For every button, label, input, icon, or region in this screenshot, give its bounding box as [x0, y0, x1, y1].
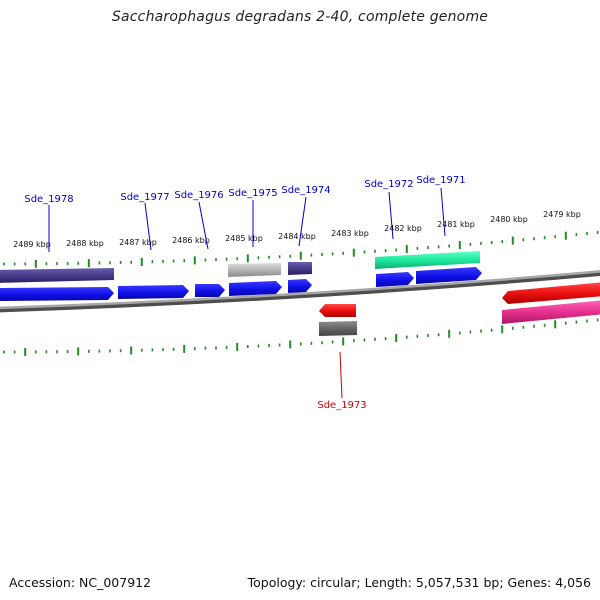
- gene-sde-1974-bar[interactable]: [288, 262, 312, 275]
- leader-sde-1972: [388, 191, 394, 240]
- cds-sde-1975-arrow[interactable]: [229, 281, 282, 296]
- gene-sde-1972-bar[interactable]: [375, 251, 480, 269]
- gene-label-sde-1978[interactable]: Sde_1978: [24, 194, 73, 205]
- cds-sde-1974-arrow[interactable]: [288, 279, 312, 293]
- ruler-label: 2488 kbp: [66, 239, 104, 248]
- gene-sde-1975-bar[interactable]: [228, 263, 281, 277]
- ruler-label: 2480 kbp: [490, 215, 528, 224]
- gene-label-sde-1973[interactable]: Sde_1973: [317, 400, 366, 411]
- cds-sde-1977-arrow[interactable]: [118, 285, 189, 299]
- cds-reverse-red-arrow[interactable]: [502, 282, 600, 304]
- leader-sde-1977: [144, 202, 152, 251]
- genome-backbone-shadow: [0, 270, 600, 313]
- ruler-ticks-upper: [3, 230, 599, 268]
- genome-title: Saccharophagus degradans 2-40, complete …: [111, 9, 489, 25]
- cds-sde-1976-arrow[interactable]: [195, 284, 225, 297]
- leader-sde-1971: [440, 187, 446, 237]
- ruler-label: 2485 kbp: [225, 234, 263, 243]
- genome-summary-text: Topology: circular; Length: 5,057,531 bp…: [247, 575, 591, 590]
- genome-backbone: [0, 270, 600, 310]
- gene-leader-lines: [48, 187, 446, 399]
- gene-label-sde-1977[interactable]: Sde_1977: [120, 192, 169, 203]
- ruler-label: 2479 kbp: [543, 210, 581, 219]
- gene-label-sde-1971[interactable]: Sde_1971: [416, 175, 465, 186]
- cds-sde-1971-arrow[interactable]: [416, 267, 482, 284]
- accession-text: Accession: NC_007912: [9, 575, 152, 590]
- gene-label-sde-1976[interactable]: Sde_1976: [174, 190, 223, 201]
- gene-label-sde-1974[interactable]: Sde_1974: [281, 185, 330, 196]
- gene-label-sde-1975[interactable]: Sde_1975: [228, 188, 277, 199]
- ruler-label: 2481 kbp: [437, 220, 475, 229]
- gene-reverse-pink-bar[interactable]: [502, 300, 600, 324]
- ruler-label: 2489 kbp: [13, 240, 51, 249]
- ruler-label: 2482 kbp: [384, 224, 422, 233]
- gene-sde-1973-bar[interactable]: [319, 321, 357, 336]
- cds-sde-1978-arrow[interactable]: [0, 287, 114, 301]
- leader-sde-1976: [198, 201, 209, 250]
- ruler-labels: 2489 kbp 2488 kbp 2487 kbp 2486 kbp 2485…: [13, 210, 581, 249]
- ruler-label: 2483 kbp: [331, 229, 369, 238]
- cds-sde-1972-arrow[interactable]: [376, 272, 414, 287]
- gene-sde-1978-bar[interactable]: [0, 268, 114, 283]
- ruler-label: 2486 kbp: [172, 236, 210, 245]
- ruler-label: 2484 kbp: [278, 232, 316, 241]
- ruler-ticks-lower: [3, 318, 599, 356]
- leader-sde-1974: [298, 196, 307, 247]
- gene-label-sde-1972[interactable]: Sde_1972: [364, 179, 413, 190]
- leader-sde-1973: [339, 351, 343, 399]
- ruler-label: 2487 kbp: [119, 238, 157, 247]
- cds-sde-1973-arrow[interactable]: [319, 304, 356, 317]
